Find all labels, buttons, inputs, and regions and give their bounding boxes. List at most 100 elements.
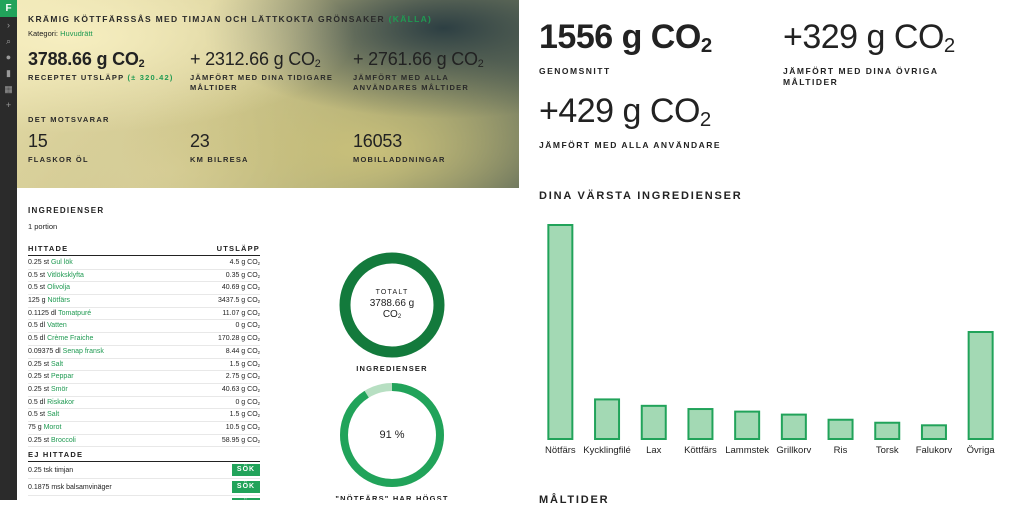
table-row: 0.09375 dl Senap fransk 8.44 g CO2: [28, 346, 260, 359]
plus-icon[interactable]: +: [5, 100, 12, 110]
ingredient-emission: 4.5 g CO2: [229, 259, 260, 266]
recipe-emission-stat: 3788.66 g CO2 RECEPTET UTSLÄPP (± 320.42…: [28, 49, 178, 83]
recipe-panel: KRÄMIG KÖTTFÄRSSÅS MED TIMJAN OCH LÄTTKO…: [17, 0, 519, 500]
total-ring-graphic: [339, 252, 445, 358]
bar-kycklingfilé[interactable]: [594, 398, 621, 441]
share-ring: 91 % "NÖTFÄRS" HAR HÖGST UTSLÄPP: [334, 380, 450, 500]
compare-own-value: + 2312.66 g CO2: [190, 49, 321, 71]
bar-lammstek[interactable]: [734, 410, 761, 441]
table-row: 0.5 dl Riskakor 0 g CO2: [28, 397, 260, 410]
x-tick-label: Torsk: [876, 445, 899, 456]
recipe-category: Kategori: Huvudrätt: [28, 29, 93, 38]
ingredient-emission: 3437.5 g CO2: [217, 297, 260, 305]
total-ring: TOTALT 3788.66 g CO2 INGREDIENSER: [334, 250, 450, 373]
bar-nötfärs[interactable]: [547, 224, 574, 440]
grid-icon[interactable]: ▦: [4, 84, 13, 94]
total-ring-caption: INGREDIENSER: [356, 364, 428, 373]
search-ingredient-button[interactable]: SÖK: [232, 498, 260, 500]
bar-torsk[interactable]: [874, 421, 901, 440]
table-row: 0.5 st Olivolja 40.69 g CO2: [28, 282, 260, 296]
ingredient-link[interactable]: Olivolja: [47, 284, 71, 292]
source-link[interactable]: (KÄLLA): [388, 14, 433, 24]
average-stat: 1556 g CO2 GENOMSNITT: [539, 18, 712, 77]
recipe-emission-value: 3788.66 g CO2: [28, 49, 145, 71]
search-ingredient-button[interactable]: SÖK: [232, 464, 260, 477]
ingredient-emission: 8.44 g CO2: [225, 347, 260, 355]
ingredient-amount: 0.5 dl: [28, 335, 46, 343]
ingredient-link[interactable]: Salt: [47, 411, 60, 419]
bar-chart-icon[interactable]: ▮: [6, 68, 11, 78]
ingredient-link[interactable]: Smör: [50, 385, 68, 393]
ingredient-emission: 0 g CO2: [235, 322, 260, 330]
ingredient-emission: 0 g CO2: [235, 398, 260, 406]
ingredient-link[interactable]: Salt: [50, 360, 64, 368]
table-row: 0.25 st Gul lök 4.5 g CO2: [28, 257, 260, 270]
average-value: 1556 g CO2: [539, 18, 712, 58]
table-row: 0.5 st Vitlöksklyfta 0.35 g CO2: [28, 270, 260, 283]
table-row: 0.5 dl Vatten 0 g CO2: [28, 320, 260, 334]
ingredient-link[interactable]: Nötfärs: [47, 297, 71, 305]
all-compare-stat: +429 g CO2 JÄMFÖRT MED ALLA ANVÄNDARE: [539, 92, 721, 151]
ingredient-amount: 0.5 st: [28, 271, 46, 279]
bar-övriga[interactable]: [967, 331, 994, 440]
app-logo[interactable]: F: [0, 0, 17, 17]
bar-ris[interactable]: [827, 418, 854, 441]
all-compare-value: +429 g CO2: [539, 92, 711, 132]
not-found-row: 0.1875 msk balsamvinäger SÖK: [28, 479, 260, 497]
share-ring-percent: 91 %: [379, 429, 405, 441]
search-icon[interactable]: ⌕: [5, 36, 12, 46]
ingredient-emission: 40.69 g CO2: [221, 284, 260, 292]
ingredient-link[interactable]: Crème Fraiche: [47, 335, 94, 343]
x-tick-label: Köttfärs: [684, 445, 717, 456]
ingredient-link[interactable]: Vitlöksklyfta: [47, 271, 84, 279]
ingredient-amount: 0.25 st: [28, 385, 50, 393]
ingredient-link[interactable]: Gul lök: [50, 259, 73, 266]
own-compare-value: +329 g CO2: [783, 18, 955, 58]
total-ring-value: 3788.66 g: [369, 298, 415, 310]
ingredient-amount: 0.1125 dl: [28, 309, 57, 317]
ingredient-link[interactable]: Broccoli: [50, 436, 76, 444]
bar-köttfärs[interactable]: [687, 408, 714, 440]
ingredient-link[interactable]: Riskakor: [47, 398, 75, 406]
ingredient-link[interactable]: Senap fransk: [62, 347, 104, 355]
recipe-emission-label: RECEPTET UTSLÄPP (± 320.42): [28, 73, 174, 83]
portion-selector[interactable]: 1 portion: [28, 222, 58, 231]
compare-all-label: JÄMFÖRT MED ALLA ANVÄNDARES MÅLTIDER: [353, 73, 469, 93]
not-found-text: 0.1875 msk balsamvinäger: [28, 483, 112, 491]
chevron-right-icon[interactable]: ›: [7, 20, 10, 30]
own-compare-stat: +329 g CO2 JÄMFÖRT MED DINA ÖVRIGA MÅLTI…: [783, 18, 983, 88]
ingredient-emission: 40.63 g CO2: [221, 385, 260, 393]
ingredient-link[interactable]: Tomatpuré: [58, 309, 92, 317]
table-row: 75 g Morot 10.5 g CO2: [28, 422, 260, 435]
compare-own-stat: + 2312.66 g CO2 JÄMFÖRT MED DINA TIDIGAR…: [190, 49, 340, 93]
x-tick-label: Lax: [646, 445, 662, 456]
ingredient-emission: 58.95 g CO2: [221, 436, 260, 444]
category-link[interactable]: Huvudrätt: [60, 29, 93, 38]
x-tick-label: Övriga: [967, 445, 996, 456]
ingredient-link[interactable]: Peppar: [50, 373, 74, 381]
table-row: 0.1125 dl Tomatpuré 11.07 g CO2: [28, 308, 260, 321]
bar-lax[interactable]: [640, 404, 667, 440]
ingredient-emission: 1.5 g CO2: [229, 360, 260, 368]
bar-grillkorv[interactable]: [780, 413, 807, 441]
ingredient-emission: 2.75 g CO2: [225, 373, 260, 381]
ingredient-amount: 0.5 st: [28, 284, 46, 292]
table-row: 0.5 st Salt 1.5 g CO2: [28, 409, 260, 422]
table-row: 125 g Nötfärs 3437.5 g CO2: [28, 295, 260, 308]
emission-error: (± 320.42): [127, 73, 174, 83]
not-found-row: SÖK: [28, 496, 260, 500]
recipe-title: KRÄMIG KÖTTFÄRSSÅS MED TIMJAN OCH LÄTTKO…: [28, 14, 433, 24]
sidebar: F › ⌕ ● ▮ ▦ +: [0, 0, 17, 500]
not-found-row: 0.25 tsk timjan SÖK: [28, 462, 260, 480]
search-ingredient-button[interactable]: SÖK: [232, 481, 260, 494]
own-compare-label: JÄMFÖRT MED DINA ÖVRIGA MÅLTIDER: [783, 66, 939, 88]
x-tick-label: Ris: [834, 445, 848, 456]
table-header: HITTADE UTSLÄPP: [28, 244, 260, 256]
table-row: 0.5 dl Crème Fraiche 170.28 g CO2: [28, 333, 260, 346]
total-ring-unit: CO2: [382, 309, 402, 321]
share-ring-graphic: [340, 383, 444, 487]
ingredient-link[interactable]: Morot: [43, 423, 62, 431]
bar-falukorv[interactable]: [920, 424, 947, 441]
ingredient-link[interactable]: Vatten: [47, 322, 67, 330]
user-icon[interactable]: ●: [5, 52, 12, 62]
